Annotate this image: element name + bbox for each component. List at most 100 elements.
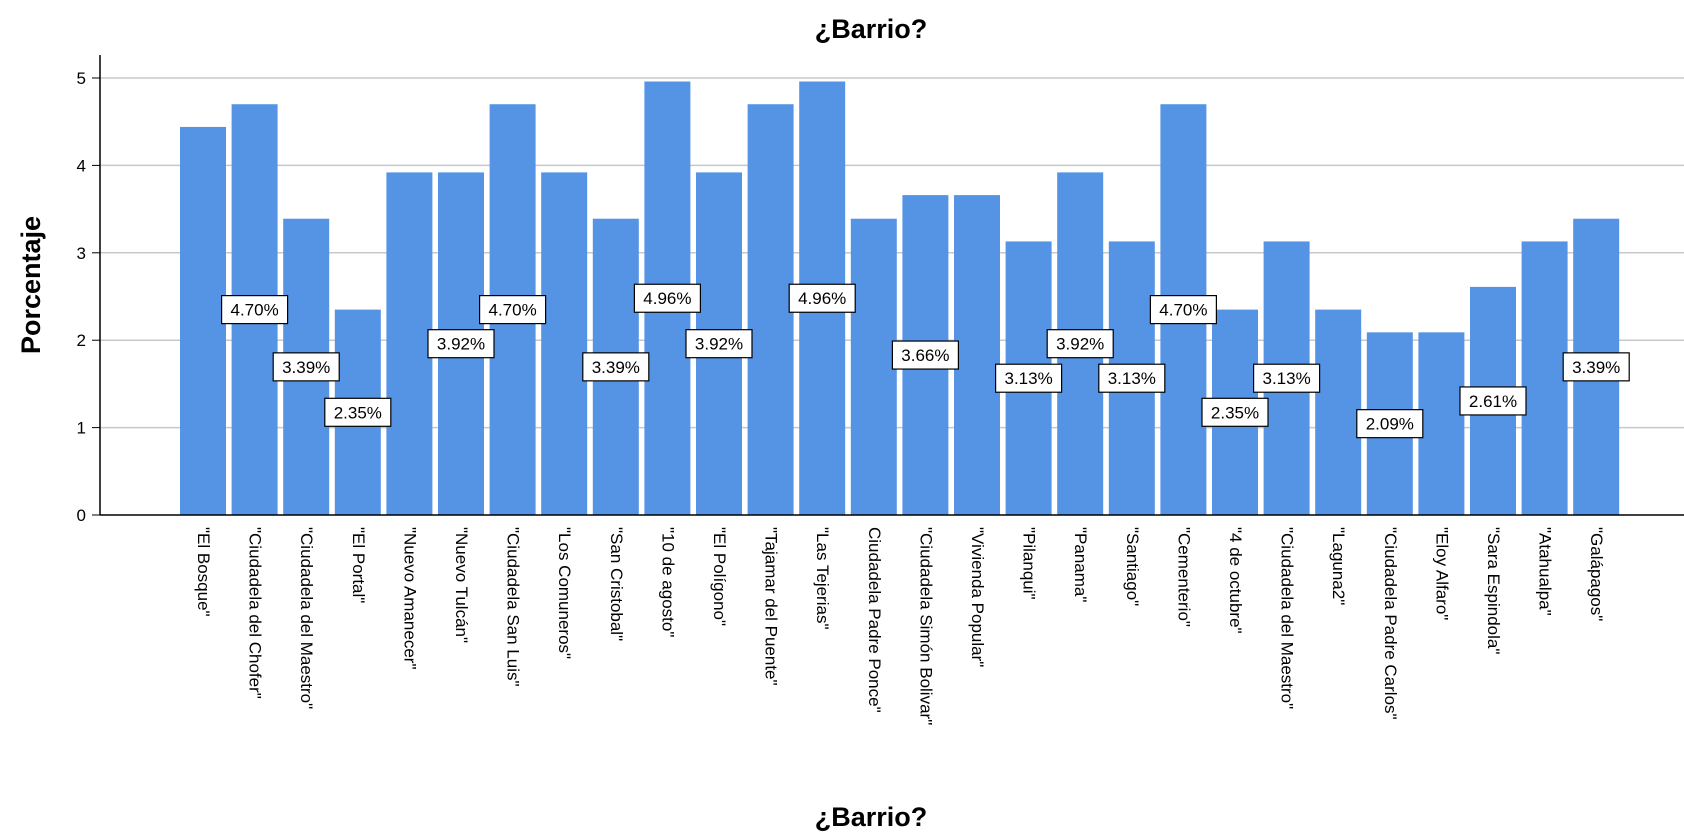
bar — [180, 126, 226, 515]
data-label: 4.96% — [788, 283, 856, 313]
data-label: 3.13% — [1252, 363, 1321, 393]
data-label-box — [1459, 386, 1527, 416]
data-label: 2.09% — [1356, 409, 1424, 439]
x-tick-label: "4 de octubre" — [1226, 527, 1245, 634]
data-label-text: 2.35% — [1211, 403, 1259, 422]
x-tick-label: "Sara Espindola" — [1484, 527, 1503, 654]
x-tick-label: "Eloy Alfaro" — [1432, 527, 1451, 620]
x-tick-label: "El Bosque" — [194, 527, 213, 617]
data-label-box — [1562, 352, 1630, 382]
x-tick-label: "Nuevo Tulcán" — [452, 527, 471, 643]
x-tick-label: "10 de agosto" — [658, 527, 677, 637]
data-label-text: 4.70% — [230, 301, 278, 320]
data-label-box — [685, 329, 753, 359]
data-label-box — [1356, 409, 1424, 439]
x-tick-label: "Nuevo Amanecer" — [400, 527, 419, 669]
data-label-text: 4.96% — [798, 289, 846, 308]
data-label-box — [788, 283, 856, 313]
data-label: 3.92% — [1046, 329, 1114, 359]
data-label-text: 3.92% — [695, 335, 743, 354]
data-label-box — [633, 283, 702, 313]
x-tick-label: "Tajamar del Puente" — [762, 527, 781, 686]
data-label: 3.39% — [272, 352, 340, 382]
chart-title: ¿Barrio? — [815, 14, 928, 44]
x-tick-label: "Ciudadela del Chofer" — [246, 527, 265, 699]
data-label-box — [582, 352, 650, 382]
data-label: 3.66% — [891, 340, 960, 370]
data-label: 4.96% — [633, 283, 702, 313]
x-tick-label: "Atahualpa" — [1536, 527, 1555, 616]
x-tick-label: "Pilanqui" — [1020, 527, 1039, 600]
data-label: 2.61% — [1459, 386, 1527, 416]
y-axis-label: Porcentaje — [16, 216, 46, 354]
y-tick-label: 4 — [77, 156, 86, 175]
data-label-text: 2.35% — [334, 403, 382, 422]
x-tick-label: "El Portal" — [349, 527, 368, 603]
data-label-text: 3.92% — [437, 335, 485, 354]
data-label-box — [221, 295, 289, 325]
data-label-box — [1201, 397, 1269, 427]
data-label: 2.35% — [324, 397, 392, 427]
x-tick-label: "Ciudadela del Maestro" — [1278, 527, 1297, 709]
data-label-text: 4.96% — [643, 289, 691, 308]
data-label-text: 3.92% — [1056, 335, 1104, 354]
bar — [386, 172, 433, 515]
data-label-text: 3.13% — [1004, 369, 1052, 388]
data-label-box — [1046, 329, 1114, 359]
y-tick-label: 5 — [77, 69, 86, 88]
data-label-text: 2.61% — [1469, 392, 1517, 411]
data-label-box — [1149, 295, 1218, 325]
y-tick-label: 0 — [77, 506, 86, 525]
x-tick-label: "Galápagos" — [1587, 527, 1606, 621]
y-tick-label: 2 — [77, 331, 86, 350]
bar — [850, 218, 897, 516]
data-label: 2.35% — [1201, 397, 1269, 427]
axes — [99, 55, 1684, 516]
data-label-box — [1252, 363, 1321, 393]
data-label: 3.39% — [582, 352, 650, 382]
data-label: 3.92% — [685, 329, 753, 359]
x-tick-label: "Las Tejerias" — [813, 527, 832, 629]
y-tick-labels: 0 1 2 3 4 5 — [77, 69, 100, 525]
data-label-text: 3.66% — [901, 346, 949, 365]
bar — [747, 104, 794, 515]
x-axis-label: ¿Barrio? — [815, 802, 928, 832]
data-label-box — [324, 397, 392, 427]
data-label-text: 2.09% — [1366, 415, 1414, 434]
data-label-box — [272, 352, 340, 382]
data-label: 3.39% — [1562, 352, 1630, 382]
data-label: 3.92% — [427, 329, 495, 359]
bar — [1315, 309, 1362, 515]
x-tick-label: "Santiago" — [1123, 527, 1142, 606]
x-tick-label: "Ciudadela del Maestro" — [297, 527, 316, 709]
data-label-text: 3.39% — [282, 358, 330, 377]
y-tick-label: 1 — [77, 419, 86, 438]
data-label: 3.13% — [994, 363, 1063, 393]
data-label: 3.13% — [1098, 363, 1166, 393]
bar — [1418, 332, 1465, 515]
data-labels: 4.70%3.39%2.35%3.92%4.70%3.39%4.96%3.92%… — [221, 283, 1630, 439]
data-label-box — [891, 340, 960, 370]
x-tick-label: "Ciudadela Padre Carlos" — [1381, 527, 1400, 720]
x-tick-label: "Cementerio" — [1174, 527, 1193, 627]
bar — [1521, 241, 1568, 516]
x-tick-label: "Vivienda Popular" — [968, 527, 987, 667]
data-label-text: 3.39% — [592, 358, 640, 377]
data-label-text: 4.70% — [1159, 301, 1207, 320]
x-tick-label: "Ciudadela Simón Bolivar" — [916, 527, 935, 725]
data-label-text: 3.13% — [1108, 369, 1156, 388]
x-tick-label: "El Polígono" — [710, 527, 729, 626]
data-label: 4.70% — [221, 295, 289, 325]
x-tick-label: "Panama" — [1071, 527, 1090, 602]
x-tick-label: "Los Comuneros" — [555, 527, 574, 659]
x-tick-label: "San Cristobal" — [607, 527, 626, 641]
data-label-text: 3.39% — [1572, 358, 1620, 377]
bar — [954, 195, 1000, 515]
data-label-text: 4.70% — [488, 301, 536, 320]
y-tick-label: 3 — [77, 244, 86, 263]
data-label: 4.70% — [479, 295, 547, 325]
bar — [541, 172, 588, 515]
data-label-text: 3.13% — [1262, 369, 1310, 388]
data-label-box — [427, 329, 495, 359]
